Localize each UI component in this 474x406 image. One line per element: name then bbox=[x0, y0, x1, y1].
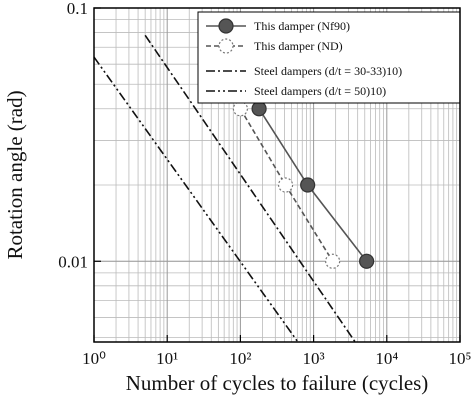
data-point bbox=[300, 177, 316, 193]
x-tick-label: 10⁵ bbox=[449, 349, 472, 368]
y-tick-label: 0.01 bbox=[58, 252, 88, 271]
x-tick-label: 10² bbox=[229, 349, 251, 368]
legend-box bbox=[197, 11, 461, 104]
data-point bbox=[251, 101, 267, 117]
legend-marker bbox=[218, 38, 234, 54]
series-line bbox=[93, 56, 299, 343]
legend-label: This damper (ND) bbox=[254, 39, 343, 53]
x-tick-label: 10⁰ bbox=[82, 349, 106, 368]
data-point bbox=[359, 253, 375, 269]
x-tick-label: 10⁴ bbox=[375, 349, 398, 368]
data-point bbox=[277, 177, 294, 193]
y-axis-label: Rotation angle (rad) bbox=[3, 90, 27, 259]
data-point bbox=[232, 101, 248, 117]
x-tick-label: 10¹ bbox=[156, 349, 178, 368]
legend-marker bbox=[218, 18, 234, 34]
x-tick-label: 10³ bbox=[303, 349, 325, 368]
legend-label: This damper (Nf90) bbox=[254, 19, 350, 33]
series-line bbox=[144, 34, 356, 343]
legend-label: Steel dampers (d/t = 50)10) bbox=[254, 84, 386, 98]
legend-label: Steel dampers (d/t = 30-33)10) bbox=[254, 64, 402, 78]
x-axis-label: Number of cycles to failure (cycles) bbox=[126, 371, 429, 395]
data-point bbox=[325, 253, 341, 269]
plot-frame bbox=[93, 7, 461, 343]
y-tick-label: 0.1 bbox=[67, 0, 88, 18]
